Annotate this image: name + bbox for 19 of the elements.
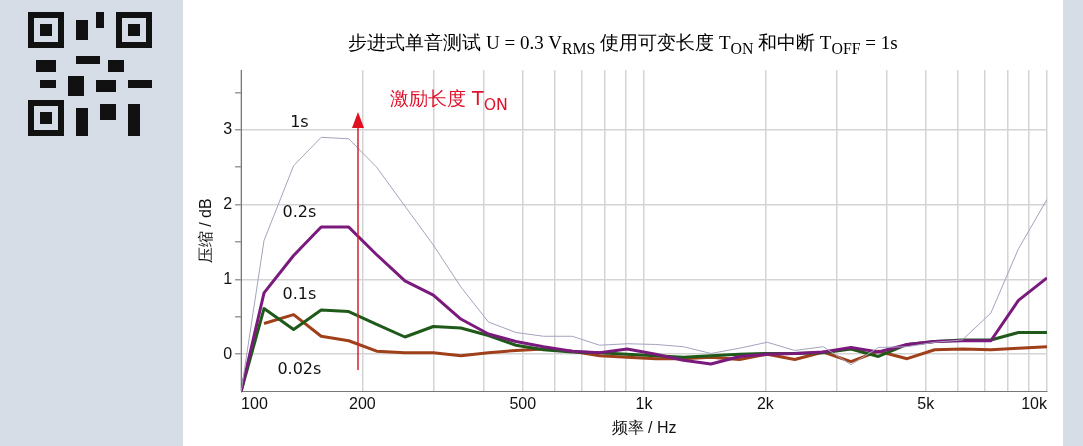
annotation: 激励长度 T$_{ON}$ — [390, 86, 508, 114]
y-tick-label: 3 — [223, 120, 233, 138]
x-tick-label: 1k — [635, 394, 654, 412]
y-axis-title: 压缩 / dB — [197, 198, 215, 264]
series-label: 0.02s — [277, 359, 322, 379]
y-tick-label: 1 — [223, 269, 233, 287]
y-tick-label: 2 — [223, 195, 233, 213]
x-axis-title: 频率 / Hz — [611, 418, 677, 436]
x-tick-label: 500 — [509, 394, 537, 412]
series-label: 0.2s — [282, 202, 317, 222]
x-tick-label: 5k — [917, 394, 936, 412]
chart-title: 步进式单音测试 U = 0.3 V$_{RMS}$ 使用可变长度 T$_{ON}$ 和中断 T$_{OFF}$ = 1s — [347, 31, 899, 58]
x-tick-label: 200 — [349, 394, 376, 412]
y-tick-label: 0 — [223, 344, 233, 362]
x-tick-label: 100 — [241, 394, 268, 412]
series-label: 0.1s — [282, 283, 317, 303]
x-tick-label: 10k — [1021, 394, 1048, 412]
series-label: 1s — [290, 112, 309, 132]
x-tick-label: 2k — [756, 394, 775, 412]
